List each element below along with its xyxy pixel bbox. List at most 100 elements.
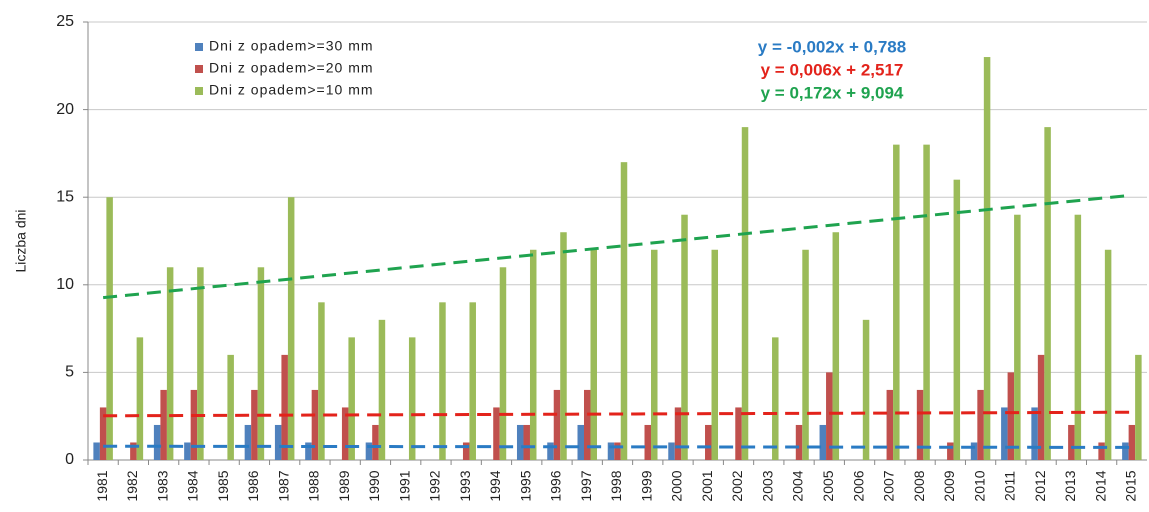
bar (1074, 214, 1082, 460)
x-tick-label: 2011 (1002, 471, 1018, 501)
trend-equation: y = 0,172x + 9,094 (761, 83, 904, 102)
bar (923, 144, 930, 460)
bar (93, 442, 100, 460)
x-tick-label: 2013 (1062, 470, 1078, 501)
y-tick-label: 5 (65, 364, 74, 381)
bar (305, 442, 312, 460)
bar (1098, 442, 1105, 460)
x-tick-label: 1988 (306, 470, 322, 501)
bar (547, 442, 554, 460)
x-tick-label: 2008 (911, 470, 927, 501)
x-tick-label: 2007 (881, 470, 897, 501)
bar (1128, 424, 1136, 460)
bar (184, 442, 191, 460)
bar (136, 337, 144, 460)
bar (378, 319, 386, 460)
bar (439, 302, 446, 460)
trend-line (102, 193, 1133, 300)
bar (287, 197, 295, 460)
bar (365, 442, 373, 460)
bar (529, 249, 537, 460)
bar (668, 442, 675, 460)
y-tick-label: 20 (56, 101, 74, 118)
bar (819, 424, 827, 460)
x-tick-label: 2009 (941, 470, 957, 501)
bar (1001, 407, 1008, 460)
legend-label: Dni z opadem>=30 mm (209, 38, 374, 54)
x-tick-label: 1989 (336, 470, 352, 501)
bar (244, 424, 252, 460)
y-axis-label: Liczba dni (13, 209, 29, 272)
x-tick-label: 1992 (427, 470, 443, 501)
bar (408, 337, 416, 460)
bar (516, 424, 524, 460)
x-tick-label: 1993 (457, 470, 473, 501)
bar (651, 249, 658, 460)
x-tick-label: 1996 (548, 470, 564, 501)
bar (644, 424, 652, 460)
legend-swatch (195, 65, 203, 73)
bar (153, 424, 161, 460)
bar (970, 442, 978, 460)
bar (1037, 354, 1045, 460)
legend-swatch (195, 43, 203, 51)
bar (1007, 372, 1015, 460)
bar (99, 407, 107, 460)
x-tick-label: 2000 (669, 470, 685, 501)
bar (190, 389, 198, 460)
bar (947, 442, 954, 460)
bar (674, 407, 682, 460)
bar (469, 302, 476, 460)
bar (251, 389, 258, 460)
bar (735, 407, 742, 460)
x-tick-label: 1983 (154, 470, 170, 501)
bar (1044, 127, 1051, 461)
bar (916, 389, 924, 460)
x-tick-label: 2003 (759, 470, 775, 501)
bar (166, 267, 174, 460)
bar (227, 354, 234, 460)
x-tick-label: 1984 (185, 470, 201, 501)
bar (523, 424, 530, 460)
legend-swatch (195, 87, 203, 95)
x-tick-label: 2015 (1123, 470, 1139, 501)
bar (795, 424, 803, 460)
trend-line (103, 444, 1132, 449)
bar (560, 232, 567, 460)
bar (372, 424, 379, 460)
x-tick-label: 1991 (396, 470, 412, 501)
bar (1135, 354, 1142, 460)
bar (620, 162, 628, 460)
bar (607, 442, 615, 460)
bar (832, 232, 840, 460)
bar (462, 442, 470, 460)
x-tick-label: 2004 (790, 470, 806, 501)
bar (311, 389, 319, 460)
x-tick-label: 2014 (1092, 470, 1108, 501)
bar (257, 267, 265, 460)
bar (553, 389, 561, 460)
bar (772, 337, 779, 460)
bar (499, 267, 507, 460)
x-tick-label: 1986 (245, 470, 261, 501)
bar (893, 144, 900, 460)
bar (741, 127, 749, 461)
bar (826, 372, 833, 460)
x-tick-label: 1987 (275, 470, 291, 501)
bar (1122, 442, 1129, 460)
bar (953, 179, 961, 460)
legend-label: Dni z opadem>=20 mm (209, 60, 374, 76)
x-tick-label: 1999 (638, 470, 654, 501)
bar (106, 197, 113, 460)
x-tick-label: 1997 (578, 470, 594, 501)
bar (886, 389, 894, 460)
bar (1014, 214, 1021, 460)
x-tick-label: 1982 (124, 470, 140, 501)
x-tick-label: 1998 (608, 470, 624, 501)
x-tick-label: 2001 (699, 470, 715, 501)
x-tick-label: 1990 (366, 470, 382, 501)
x-tick-label: 2012 (1032, 470, 1048, 501)
bar (577, 424, 584, 460)
bar (977, 389, 984, 460)
